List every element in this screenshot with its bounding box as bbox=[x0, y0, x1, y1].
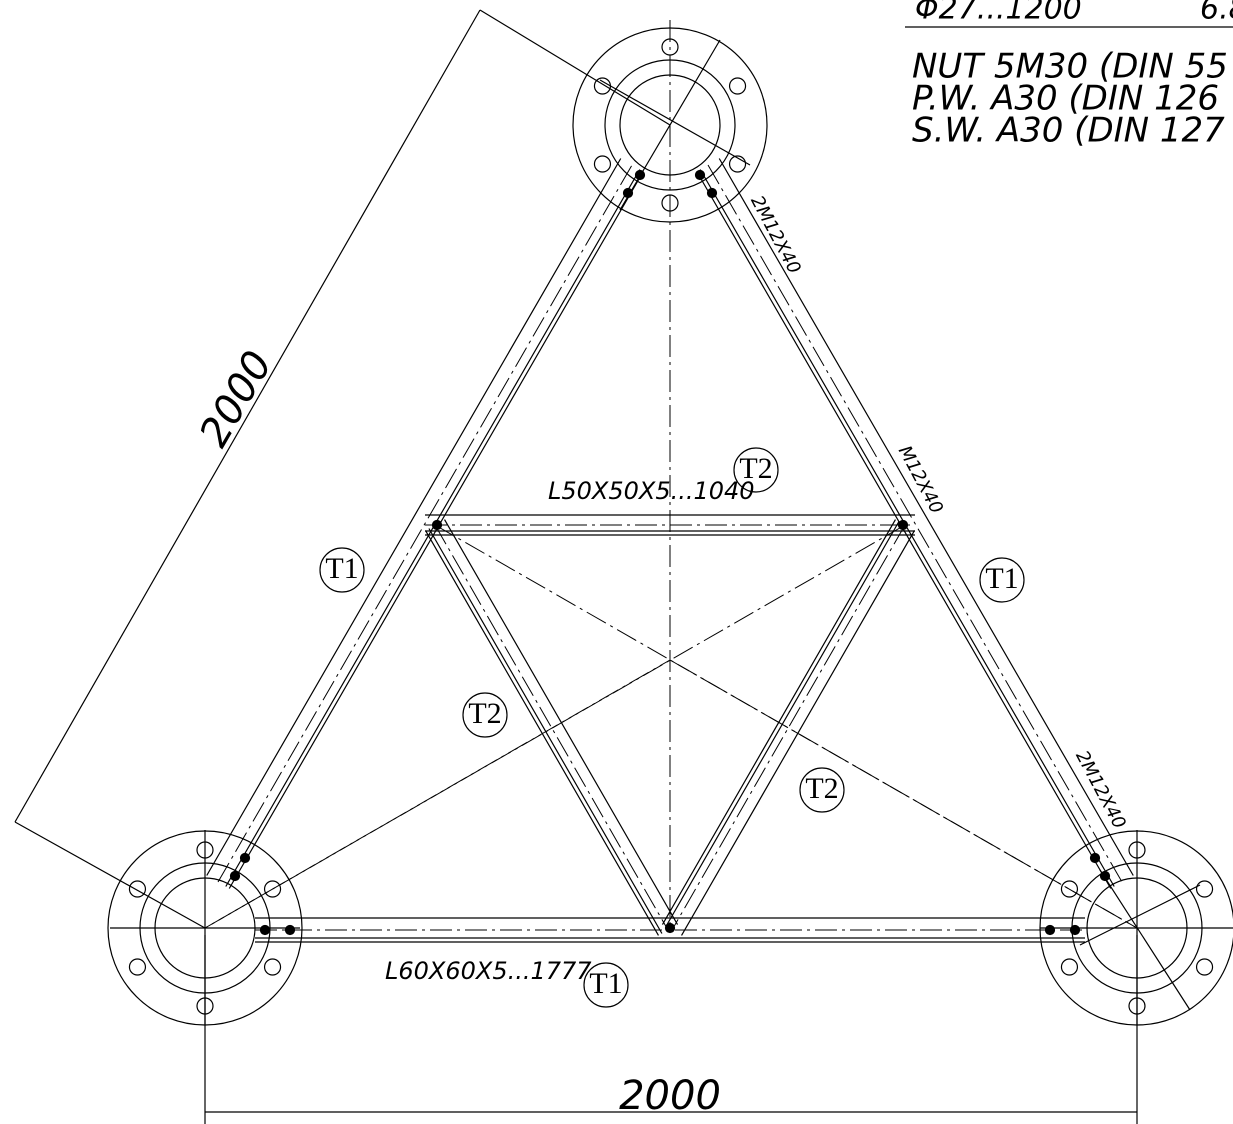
hardware-item: S.W. A30 (DIN 127 bbox=[912, 111, 1225, 151]
member-edge bbox=[207, 158, 621, 875]
drawing: Φ27...1200 6.8 NUT 5M30 (DIN 55 P.W. A30… bbox=[0, 0, 1233, 1124]
tag-text: T2 bbox=[468, 697, 501, 730]
cross bbox=[1080, 885, 1200, 945]
member-label: L50X50X5...1040 bbox=[548, 477, 755, 505]
bolt bbox=[1046, 926, 1055, 935]
bolt bbox=[261, 926, 270, 935]
bolt bbox=[1091, 854, 1100, 863]
cross bbox=[600, 80, 750, 165]
member-label: L60X60X5...1777 bbox=[385, 957, 592, 985]
center-line bbox=[205, 525, 905, 928]
member-edge bbox=[700, 170, 1114, 887]
bolt bbox=[696, 171, 705, 180]
tag: T2 bbox=[734, 448, 778, 492]
bolt-hole bbox=[730, 78, 746, 94]
tag-text: T2 bbox=[739, 452, 772, 485]
tag-text: T1 bbox=[589, 967, 622, 1000]
geometry bbox=[15, 10, 1233, 1124]
bolt bbox=[708, 189, 717, 198]
tag: T1 bbox=[584, 963, 628, 1007]
member-axis bbox=[672, 525, 905, 930]
table-value: 6.8 bbox=[1200, 0, 1233, 27]
tag-text: T1 bbox=[985, 562, 1018, 595]
dimension-text: 2000 bbox=[619, 1073, 721, 1119]
tag-text: T1 bbox=[325, 552, 358, 585]
extension-line bbox=[15, 822, 205, 928]
bolt-hole bbox=[1197, 881, 1213, 897]
tag: T1 bbox=[980, 558, 1024, 602]
bolt bbox=[1071, 926, 1080, 935]
bolt-hole bbox=[265, 959, 281, 975]
dimension-text: 2000 bbox=[191, 343, 282, 454]
bolt bbox=[241, 854, 250, 863]
bolt-hole bbox=[129, 959, 145, 975]
bolt-hole bbox=[594, 156, 610, 172]
member-edge bbox=[226, 170, 640, 887]
tag: T2 bbox=[463, 693, 507, 737]
tag: T2 bbox=[800, 768, 844, 812]
bolt bbox=[286, 926, 295, 935]
tag: T1 bbox=[320, 548, 364, 592]
member-edge bbox=[429, 528, 662, 933]
bolt-hole bbox=[1061, 959, 1077, 975]
bolt-hole bbox=[1197, 959, 1213, 975]
tag-text: T2 bbox=[805, 772, 838, 805]
member-axis bbox=[708, 165, 1122, 882]
bolt-hole bbox=[129, 881, 145, 897]
table-row: Φ27...1200 bbox=[915, 0, 1082, 27]
member-edge bbox=[425, 530, 658, 935]
bolt bbox=[231, 872, 240, 881]
